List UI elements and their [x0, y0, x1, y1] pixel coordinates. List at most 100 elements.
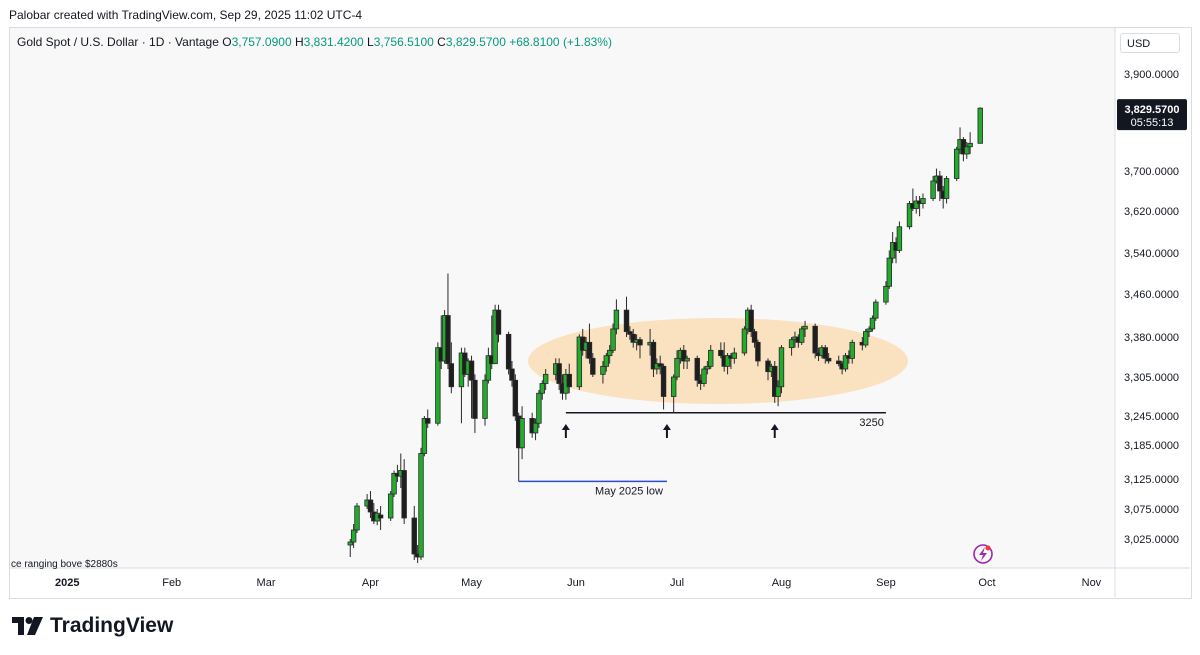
candle-body[interactable]	[401, 470, 407, 519]
candle-body[interactable]	[842, 355, 849, 370]
candle-body[interactable]	[472, 379, 478, 419]
candle-body[interactable]	[724, 355, 731, 367]
candle-body[interactable]	[610, 328, 616, 351]
candle-body[interactable]	[367, 499, 374, 513]
candle-body[interactable]	[492, 309, 498, 365]
change-value: +68.8100 (+1.83%)	[509, 35, 612, 49]
candle-body[interactable]	[630, 333, 636, 343]
candle-body[interactable]	[512, 379, 519, 417]
candle-body[interactable]	[536, 392, 542, 424]
candle-body[interactable]	[701, 368, 707, 384]
candle-body[interactable]	[590, 357, 596, 375]
candle-body[interactable]	[600, 365, 606, 375]
candle-body[interactable]	[964, 146, 970, 155]
candle-body[interactable]	[613, 309, 620, 330]
open-value: 3,757.0900	[231, 35, 292, 49]
candle-body[interactable]	[708, 349, 714, 367]
candle-body[interactable]	[772, 365, 778, 397]
candle-body[interactable]	[556, 363, 562, 384]
candle-body[interactable]	[788, 339, 795, 349]
candle-body[interactable]	[741, 328, 748, 354]
candle-body[interactable]	[863, 331, 869, 346]
candle-body[interactable]	[748, 309, 754, 333]
candle-body[interactable]	[755, 341, 761, 362]
candle-body[interactable]	[660, 365, 667, 397]
candle-body[interactable]	[930, 180, 936, 199]
candle-body[interactable]	[694, 357, 700, 381]
candle-body[interactable]	[509, 368, 515, 381]
tradingview-logo-icon	[12, 617, 43, 635]
candle-body[interactable]	[896, 226, 903, 251]
candle-body[interactable]	[802, 325, 808, 330]
candle-body[interactable]	[866, 328, 872, 333]
candle-body[interactable]	[836, 360, 842, 365]
currency-button[interactable]: USD	[1120, 33, 1180, 53]
candle-body[interactable]	[391, 472, 397, 495]
candle-body[interactable]	[937, 175, 943, 192]
candle-body[interactable]	[906, 203, 913, 228]
up-arrow-icon	[770, 424, 779, 430]
candle-body[interactable]	[627, 331, 633, 335]
candle-body[interactable]	[775, 386, 781, 397]
candle-body[interactable]	[681, 349, 687, 362]
candle-body[interactable]	[482, 379, 488, 419]
chart-plot-area[interactable]	[10, 28, 1115, 568]
candle-body[interactable]	[576, 336, 583, 388]
candle-body[interactable]	[731, 352, 738, 359]
candle-body[interactable]	[913, 200, 919, 209]
candle-body[interactable]	[920, 198, 926, 204]
candle-body[interactable]	[485, 355, 492, 381]
candle-body[interactable]	[623, 309, 630, 333]
candle-body[interactable]	[670, 376, 677, 397]
candle-body[interactable]	[418, 453, 424, 558]
candle-body[interactable]	[977, 107, 983, 144]
candle-body[interactable]	[684, 357, 690, 362]
candle-body[interactable]	[849, 341, 855, 359]
candle-body[interactable]	[435, 347, 441, 424]
candle-body[interactable]	[468, 360, 475, 381]
candle-body[interactable]	[350, 529, 357, 543]
candle-body[interactable]	[495, 309, 502, 335]
candle-body[interactable]	[825, 357, 832, 362]
candle-body[interactable]	[566, 373, 572, 388]
candle-body[interactable]	[778, 347, 785, 388]
candle-body[interactable]	[603, 355, 609, 367]
candle-body[interactable]	[586, 341, 593, 359]
candle-body[interactable]	[637, 339, 643, 346]
candle-body[interactable]	[539, 383, 545, 394]
candle-body[interactable]	[425, 418, 431, 424]
candle-body[interactable]	[657, 363, 663, 367]
candle-body[interactable]	[505, 333, 512, 370]
candle-body[interactable]	[812, 325, 818, 354]
candle-body[interactable]	[751, 331, 758, 343]
open-label: O	[222, 35, 232, 49]
candle-body[interactable]	[718, 349, 724, 357]
candle-body[interactable]	[411, 517, 417, 555]
candle-body[interactable]	[532, 422, 539, 434]
candle-body[interactable]	[822, 347, 828, 359]
candle-body[interactable]	[650, 341, 657, 370]
candle-body[interactable]	[354, 505, 360, 531]
candle-body[interactable]	[704, 365, 711, 370]
candle-body[interactable]	[387, 493, 394, 519]
candle-body[interactable]	[421, 418, 428, 454]
candle-body[interactable]	[798, 328, 805, 343]
candle-body[interactable]	[967, 142, 973, 148]
candle-body[interactable]	[869, 317, 876, 330]
candle-body[interactable]	[445, 315, 451, 365]
candle-body[interactable]	[542, 373, 549, 384]
candle-body[interactable]	[606, 349, 613, 357]
candle-body[interactable]	[886, 257, 892, 287]
candle-body[interactable]	[674, 357, 680, 378]
candle-body[interactable]	[953, 148, 960, 179]
x-tick-label: Mar	[257, 577, 276, 589]
candle-body[interactable]	[377, 514, 384, 519]
candle-body[interactable]	[943, 178, 950, 199]
candle-body[interactable]	[448, 363, 455, 388]
lightning-icon[interactable]	[973, 544, 993, 564]
candle-body[interactable]	[519, 418, 525, 449]
candle-body[interactable]	[883, 285, 889, 303]
candle-body[interactable]	[873, 301, 879, 319]
candle-body[interactable]	[347, 541, 353, 546]
